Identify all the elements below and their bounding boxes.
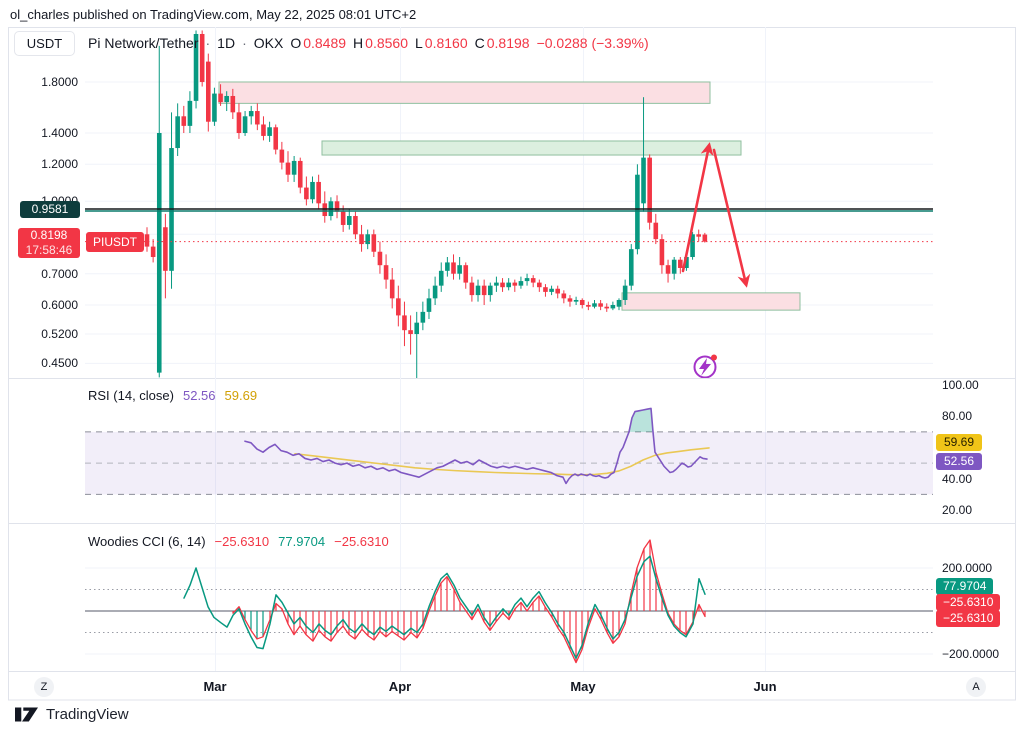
time-axis-label-may: May: [570, 679, 596, 694]
price-scale-label: 1.8000: [41, 74, 78, 89]
cci-scale-label: −200.0000: [942, 647, 1000, 661]
published-header: ol_charles published on TradingView.com,…: [10, 7, 417, 22]
exchange-label[interactable]: OKX: [253, 35, 284, 51]
cci-value-badge: 77.9704: [936, 578, 994, 596]
cci-scale-label: 200.0000: [942, 561, 993, 575]
tradingview-logo-icon: [15, 707, 38, 722]
time-axis-label-mar: Mar: [203, 679, 227, 694]
auto-scale-button[interactable]: A: [966, 677, 986, 697]
rsi-pane[interactable]: [85, 407, 933, 495]
resistance-zone: [321, 140, 742, 156]
cci-histogram: [232, 540, 706, 663]
cci-value: 77.9704: [278, 534, 326, 549]
cci-pane[interactable]: [85, 539, 933, 664]
supply-demand-zones: [218, 81, 801, 311]
rsi-scale-label: 40.00: [942, 471, 973, 486]
level-price-badge: 0.9581: [20, 201, 80, 219]
price-scale-label: 1.4000: [41, 125, 78, 140]
ohlc-open: O 0.8489: [290, 35, 347, 51]
chart-frame: [8, 27, 1016, 701]
rsi-value-badge: 59.69: [936, 433, 983, 451]
rsi-value-badge: 52.56: [936, 453, 983, 471]
rsi-pane-legend: RSI (14, close) 52.56 59.69: [88, 388, 257, 403]
legend-separator: ·: [242, 35, 247, 51]
price-scale-label: 0.7000: [41, 266, 78, 281]
cci-value-badge: −25.6310: [936, 593, 1001, 611]
cci-pane-legend: Woodies CCI (6, 14) −25.6310 77.9704 −25…: [88, 534, 389, 549]
last-price-badge: 0.8198 17:58:46: [18, 227, 80, 258]
boost-icon[interactable]: [693, 354, 718, 378]
timezone-button[interactable]: Z: [34, 677, 54, 697]
currency-toggle-button[interactable]: USDT: [14, 31, 75, 56]
rsi-scale-label: 20.00: [942, 503, 973, 517]
supply-zone: [218, 81, 711, 104]
change-label: −0.0288 (−3.39%): [536, 35, 649, 51]
price-scale-label: 1.2000: [41, 157, 78, 172]
cci-indicator-label[interactable]: Woodies CCI (6, 14): [88, 534, 206, 549]
ohlc-high: H 0.8560: [353, 35, 408, 51]
tradingview-brand-link[interactable]: TradingView: [14, 705, 129, 724]
ohlc-low: L 0.8160: [414, 35, 468, 51]
price-scale-label: 0.5200: [41, 327, 78, 342]
projection-arrows: [681, 142, 751, 288]
symbol-price-tag: PIUSDT: [86, 231, 145, 252]
symbol-title[interactable]: Pi Network/Tether: [88, 35, 199, 51]
time-axis-label-apr: Apr: [388, 679, 412, 694]
symbol-legend: Pi Network/Tether · 1D · OKX O 0.8489 H …: [88, 35, 649, 51]
cci-turbo-value: −25.6310: [214, 534, 270, 549]
legend-separator: ·: [205, 35, 211, 51]
ohlc-close: C 0.8198: [474, 35, 530, 51]
tradingview-brand-text: TradingView: [46, 706, 129, 723]
rsi-scale-label: 80.00: [942, 409, 973, 424]
demand-zone: [621, 292, 801, 311]
time-axis-label-jun: Jun: [753, 679, 777, 694]
cci-value-badge: −25.6310: [936, 609, 1001, 627]
price-level-lines: [85, 208, 933, 243]
rsi-indicator-label[interactable]: RSI (14, close): [88, 388, 174, 403]
gridlines: [85, 27, 933, 671]
cci-turbo-value-2: −25.6310: [334, 534, 389, 549]
interval-label[interactable]: 1D: [217, 35, 236, 51]
price-scale-label: 0.4500: [41, 356, 78, 371]
main-price-pane[interactable]: [85, 30, 933, 387]
rsi-ma-value: 59.69: [224, 388, 258, 403]
rsi-scale-label: 100.00: [942, 378, 979, 392]
price-scale-label: 0.6000: [41, 297, 78, 312]
rsi-value: 52.56: [182, 388, 216, 403]
